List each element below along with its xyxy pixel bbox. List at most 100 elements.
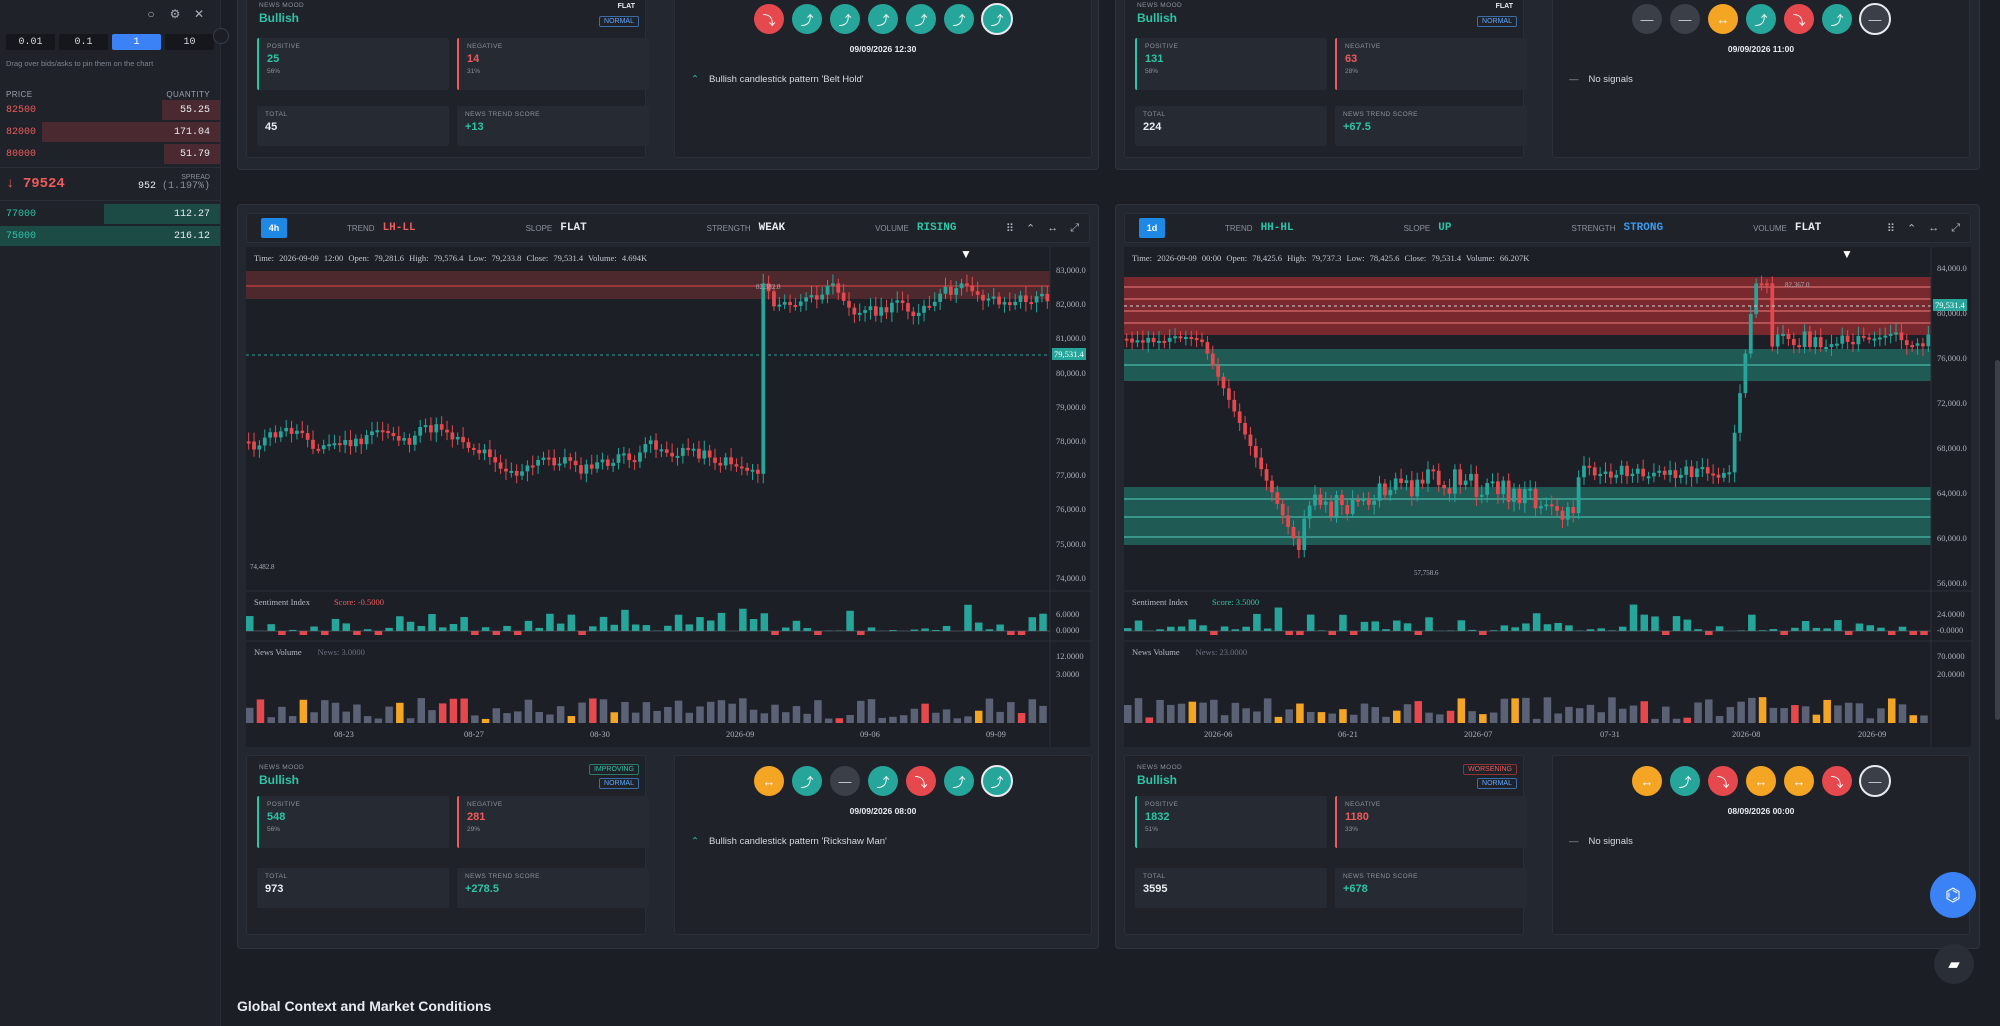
candle-body: [1539, 506, 1543, 509]
candle-body: [439, 424, 444, 430]
candle-body: [579, 465, 583, 474]
candle-body: [638, 452, 642, 462]
signal-flat-icon[interactable]: —: [1859, 3, 1891, 35]
x-axis-tick: 07-31: [1600, 729, 1620, 739]
signal-sideways-icon[interactable]: ↔: [1708, 4, 1738, 34]
signal-flat-icon[interactable]: —: [1632, 4, 1662, 34]
signal-up-icon[interactable]: ⤴: [981, 3, 1013, 35]
price-chart[interactable]: Time: 2026-09-09 12:00 Open: 79,281.6 Hi…: [246, 247, 1092, 747]
timeframe-button[interactable]: 1d: [1139, 218, 1165, 238]
chat-button[interactable]: ▰: [1934, 944, 1974, 984]
signal-sideways-icon[interactable]: ↔: [754, 766, 784, 796]
ask-row[interactable]: 82000 171.04: [0, 121, 220, 143]
signal-up-icon[interactable]: ⤴: [1746, 4, 1776, 34]
expand-horizontal-icon[interactable]: ↔: [1928, 221, 1940, 234]
granularity-option-active[interactable]: 1: [112, 34, 161, 50]
signal-up-icon[interactable]: ⤴: [906, 4, 936, 34]
candle-body: [873, 306, 878, 316]
signal-down-icon[interactable]: ⤵: [754, 4, 784, 34]
signal-down-icon[interactable]: ⤵: [1784, 4, 1814, 34]
signal-up-icon[interactable]: ⤴: [830, 4, 860, 34]
gear-icon[interactable]: ⚙: [169, 7, 181, 21]
candle-body: [445, 429, 449, 433]
candle-body: [1431, 469, 1436, 472]
signal-up-icon[interactable]: ⤴: [868, 766, 898, 796]
signal-up-icon[interactable]: ⤴: [981, 765, 1013, 797]
granularity-option[interactable]: 0.01: [6, 34, 55, 50]
timeframe-button[interactable]: 4h: [261, 218, 287, 238]
signal-up-icon[interactable]: ⤴: [868, 4, 898, 34]
candle-body: [981, 294, 985, 301]
candle-body: [1786, 333, 1791, 340]
signal-down-icon[interactable]: ⤵: [906, 766, 936, 796]
signal-flat-icon[interactable]: —: [830, 766, 860, 796]
news-volume-bar: [1199, 702, 1207, 723]
candle-body: [1533, 488, 1538, 509]
candle-body: [1716, 474, 1721, 478]
fullscreen-icon[interactable]: ⤢: [1951, 221, 1960, 234]
close-icon[interactable]: ✕: [193, 7, 205, 21]
page-scrollbar[interactable]: [1995, 360, 2000, 720]
candle-body: [1781, 333, 1785, 336]
candle-body: [1135, 340, 1140, 343]
candle-body: [1426, 469, 1430, 484]
sentiment-bar: [1263, 628, 1272, 631]
news-volume-bar: [1554, 713, 1562, 723]
candle-body: [884, 307, 889, 313]
x-axis-tick: 06-21: [1338, 729, 1358, 739]
support-zone: [1124, 487, 1931, 545]
signal-flat-icon[interactable]: —: [1670, 4, 1700, 34]
drag-handle-icon[interactable]: ⠿: [1005, 222, 1014, 235]
candle-body: [664, 449, 669, 453]
news-volume-bar: [1640, 701, 1649, 723]
signal-sideways-icon[interactable]: ↔: [1746, 766, 1776, 796]
signal-up-icon[interactable]: ⤴: [792, 4, 822, 34]
signal-up-icon[interactable]: ⤴: [1670, 766, 1700, 796]
news-volume-bar: [1349, 714, 1358, 723]
candle-body: [1034, 296, 1039, 303]
ask-row[interactable]: 82500 55.25: [0, 99, 220, 121]
x-axis-tick: 08-30: [590, 729, 610, 739]
news-volume-bar: [739, 698, 747, 723]
sentiment-bar: [1780, 631, 1788, 635]
sentiment-bar: [438, 627, 447, 631]
news-mood-value: Bullish: [1137, 773, 1178, 787]
candle-body: [1345, 505, 1350, 515]
signal-down-icon[interactable]: ⤵: [1822, 766, 1852, 796]
fullscreen-icon[interactable]: ⤢: [1070, 221, 1079, 234]
signal-up-icon[interactable]: ⤴: [944, 4, 974, 34]
drag-handle-icon[interactable]: ⠿: [1886, 222, 1895, 235]
news-volume-bar: [310, 712, 318, 723]
price-chart[interactable]: Time: 2026-09-09 00:00 Open: 78,425.6 Hi…: [1124, 247, 1973, 747]
circle-icon[interactable]: ○: [147, 7, 155, 21]
signal-sideways-icon[interactable]: ↔: [1784, 766, 1814, 796]
candle-body: [407, 438, 412, 445]
signal-up-icon[interactable]: ⤴: [944, 766, 974, 796]
candle-body: [246, 441, 251, 444]
chevron-up-icon[interactable]: ⌃: [1906, 222, 1917, 235]
signal-down-icon[interactable]: ⤵: [1708, 766, 1738, 796]
sentiment-bar: [964, 604, 972, 631]
slope-label: SLOPE: [525, 223, 553, 233]
bid-row[interactable]: 75000 216.12: [0, 225, 220, 247]
assistant-bot-button[interactable]: ⌬: [1930, 872, 1976, 918]
signal-up-icon[interactable]: ⤴: [1822, 4, 1852, 34]
total-count: 45: [265, 121, 278, 133]
x-axis-tick: 09-06: [860, 729, 880, 739]
signal-sideways-icon[interactable]: ↔: [1632, 766, 1662, 796]
candle-body: [305, 433, 310, 440]
bid-row[interactable]: 77000 112.27: [0, 203, 220, 225]
signal-flat-icon[interactable]: —: [1859, 765, 1891, 797]
collapse-sidebar-button[interactable]: [213, 28, 229, 44]
ask-row[interactable]: 80000 51.79: [0, 143, 220, 165]
chevron-up-icon[interactable]: ⌃: [1025, 222, 1036, 235]
signal-up-icon[interactable]: ⤴: [792, 766, 822, 796]
news-volume-bar: [631, 712, 640, 723]
sidebar-toolbar: ○ ⚙ ✕: [0, 4, 220, 24]
expand-horizontal-icon[interactable]: ↔: [1047, 221, 1059, 234]
news-volume-bar: [503, 713, 511, 723]
granularity-option[interactable]: 0.1: [59, 34, 108, 50]
candle-body: [1834, 343, 1839, 346]
granularity-option[interactable]: 10: [165, 34, 214, 50]
strength-value: STRONG: [1623, 222, 1664, 234]
